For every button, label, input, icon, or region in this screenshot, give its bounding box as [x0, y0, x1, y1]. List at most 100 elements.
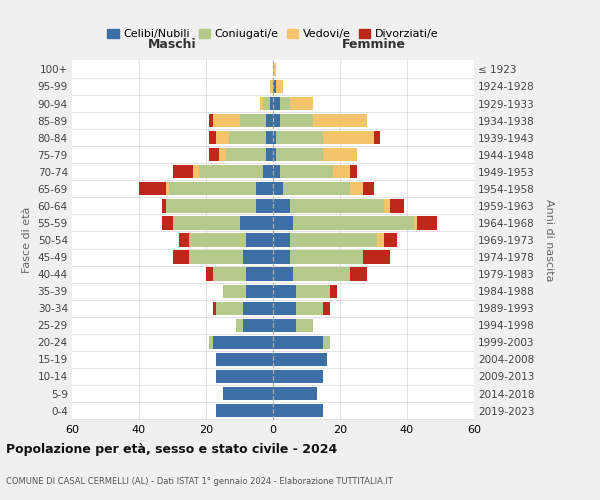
Bar [216, 302, 243, 315]
Bar [179, 234, 189, 246]
Bar [212, 268, 246, 281]
Bar [296, 318, 313, 332]
Bar [212, 114, 239, 127]
Bar [260, 97, 263, 110]
Bar [139, 182, 166, 196]
Bar [273, 114, 280, 127]
Bar [216, 131, 229, 144]
Bar [206, 268, 212, 281]
Bar [209, 148, 220, 162]
Bar [189, 234, 246, 246]
Bar [383, 199, 390, 212]
Bar [266, 114, 273, 127]
Bar [273, 182, 283, 196]
Bar [277, 80, 283, 93]
Bar [173, 216, 239, 230]
Bar [273, 353, 326, 366]
Bar [236, 318, 243, 332]
Bar [216, 404, 273, 417]
Bar [323, 131, 373, 144]
Bar [313, 114, 367, 127]
Bar [293, 268, 350, 281]
Bar [273, 318, 296, 332]
Bar [256, 199, 273, 212]
Y-axis label: Anni di nascita: Anni di nascita [544, 198, 554, 281]
Bar [263, 97, 269, 110]
Bar [216, 370, 273, 383]
Bar [330, 284, 337, 298]
Bar [246, 234, 273, 246]
Bar [273, 234, 290, 246]
Bar [377, 234, 383, 246]
Bar [417, 216, 437, 230]
Bar [256, 182, 273, 196]
Bar [364, 182, 373, 196]
Bar [223, 387, 273, 400]
Bar [280, 165, 334, 178]
Bar [414, 216, 417, 230]
Bar [350, 165, 357, 178]
Bar [246, 268, 273, 281]
Bar [290, 199, 383, 212]
Bar [243, 318, 273, 332]
Bar [199, 165, 263, 178]
Text: COMUNE DI CASAL CERMELLI (AL) - Dati ISTAT 1° gennaio 2024 - Elaborazione TUTTIT: COMUNE DI CASAL CERMELLI (AL) - Dati IST… [6, 477, 393, 486]
Bar [290, 97, 313, 110]
Bar [293, 216, 414, 230]
Bar [273, 199, 290, 212]
Bar [226, 148, 266, 162]
Legend: Celibi/Nubili, Coniugati/e, Vedovi/e, Divorziati/e: Celibi/Nubili, Coniugati/e, Vedovi/e, Di… [103, 24, 443, 44]
Bar [169, 182, 256, 196]
Bar [350, 268, 367, 281]
Bar [273, 268, 293, 281]
Bar [239, 114, 266, 127]
Text: Femmine: Femmine [341, 38, 406, 51]
Bar [273, 336, 323, 349]
Bar [163, 199, 166, 212]
Bar [273, 250, 290, 264]
Bar [273, 131, 277, 144]
Bar [334, 165, 350, 178]
Bar [273, 370, 323, 383]
Bar [189, 250, 243, 264]
Bar [243, 302, 273, 315]
Bar [229, 131, 266, 144]
Bar [243, 250, 273, 264]
Bar [166, 199, 256, 212]
Bar [269, 97, 273, 110]
Bar [296, 302, 323, 315]
Bar [273, 80, 277, 93]
Bar [173, 165, 193, 178]
Bar [209, 131, 216, 144]
Bar [239, 216, 273, 230]
Bar [273, 62, 277, 76]
Bar [290, 250, 364, 264]
Bar [296, 284, 330, 298]
Bar [373, 131, 380, 144]
Bar [266, 148, 273, 162]
Bar [283, 182, 350, 196]
Bar [323, 336, 330, 349]
Bar [220, 148, 226, 162]
Bar [163, 216, 173, 230]
Bar [277, 148, 323, 162]
Bar [280, 97, 290, 110]
Bar [273, 216, 293, 230]
Bar [273, 165, 280, 178]
Bar [209, 114, 212, 127]
Bar [280, 114, 313, 127]
Text: Popolazione per età, sesso e stato civile - 2024: Popolazione per età, sesso e stato civil… [6, 442, 337, 456]
Y-axis label: Fasce di età: Fasce di età [22, 207, 32, 273]
Bar [277, 131, 323, 144]
Bar [166, 182, 169, 196]
Bar [212, 336, 273, 349]
Bar [216, 353, 273, 366]
Bar [323, 302, 330, 315]
Bar [273, 284, 296, 298]
Bar [173, 250, 189, 264]
Bar [273, 302, 296, 315]
Bar [273, 148, 277, 162]
Bar [209, 336, 212, 349]
Bar [266, 131, 273, 144]
Bar [364, 250, 390, 264]
